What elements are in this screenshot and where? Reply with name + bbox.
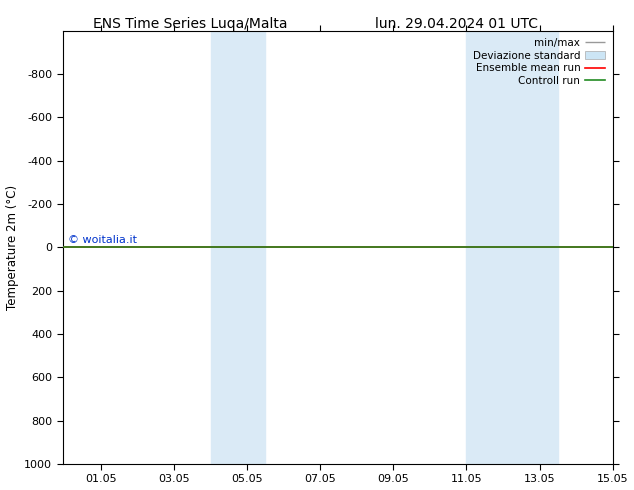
Text: © woitalia.it: © woitalia.it [68,235,137,245]
Bar [467,31,558,464]
Legend: min/max, Deviazione standard, Ensemble mean run, Controll run: min/max, Deviazione standard, Ensemble m… [471,36,607,88]
Bar [210,31,266,464]
Text: lun. 29.04.2024 01 UTC: lun. 29.04.2024 01 UTC [375,17,538,31]
Text: ENS Time Series Luqa/Malta: ENS Time Series Luqa/Malta [93,17,287,31]
Y-axis label: Temperature 2m (°C): Temperature 2m (°C) [6,185,18,310]
